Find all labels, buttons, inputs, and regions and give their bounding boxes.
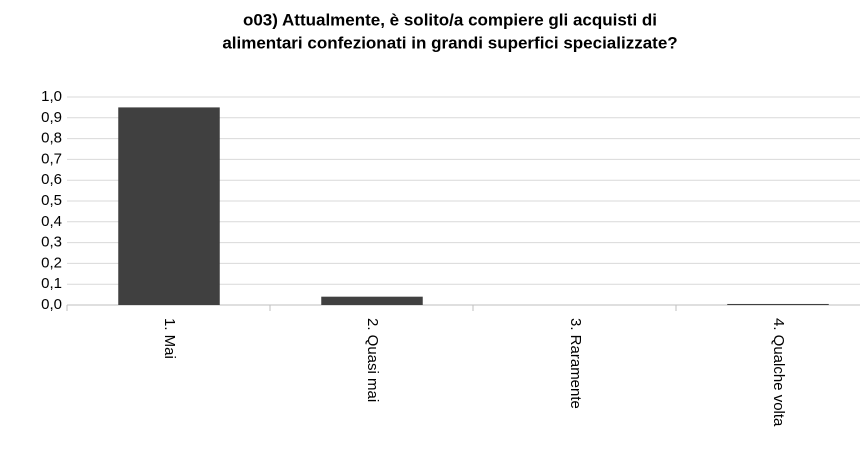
y-tick-label: 0,1 — [41, 275, 62, 292]
bar — [321, 296, 423, 305]
x-tick-label: 4. Qualche volta — [770, 318, 787, 427]
chart-title: o03) Attualmente, è solito/a compiere gl… — [243, 10, 657, 29]
bar — [118, 107, 220, 306]
bar — [727, 303, 829, 305]
y-tick-label: 0,2 — [41, 254, 62, 271]
y-tick-label: 0,5 — [41, 192, 62, 209]
x-tick-label: 3. Raramente — [567, 318, 584, 409]
y-tick-label: 0,4 — [41, 213, 62, 230]
chart-title: alimentari confezionati in grandi superf… — [222, 33, 677, 52]
y-tick-label: 0,6 — [41, 171, 62, 188]
x-tick-label: 2. Quasi mai — [364, 318, 381, 402]
y-tick-label: 0,0 — [41, 296, 62, 313]
y-tick-label: 0,8 — [41, 130, 62, 147]
y-tick-label: 0,3 — [41, 234, 62, 251]
x-tick-label: 1. Mai — [161, 318, 178, 359]
y-tick-label: 0,7 — [41, 150, 62, 167]
y-tick-label: 0,9 — [41, 109, 62, 126]
y-tick-label: 1,0 — [41, 88, 62, 105]
